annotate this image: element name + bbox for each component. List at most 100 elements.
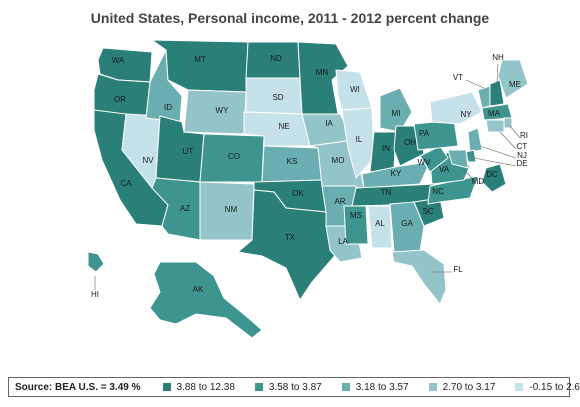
state-label-ms: MS xyxy=(350,211,362,220)
state-label-in: IN xyxy=(382,144,390,153)
state-label-ri: RI xyxy=(520,131,528,140)
state-ct[interactable] xyxy=(485,119,505,133)
state-label-id: ID xyxy=(164,103,172,112)
state-label-md: MD xyxy=(472,177,485,186)
state-label-sd: SD xyxy=(272,93,283,102)
legend-items: 3.88 to 12.38 3.58 to 3.87 3.18 to 3.57 2.7… xyxy=(162,381,580,393)
state-label-mo: MO xyxy=(332,156,345,165)
leader-line-ct xyxy=(499,131,517,150)
legend-item: 3.18 to 3.57 xyxy=(341,381,409,393)
state-dc[interactable] xyxy=(481,163,507,193)
leader-line-de xyxy=(473,157,517,167)
state-label-vt: VT xyxy=(453,73,463,82)
legend-label: 3.58 to 3.87 xyxy=(268,381,322,393)
legend-label: 3.18 to 3.57 xyxy=(355,381,409,393)
state-label-az: AZ xyxy=(180,204,190,213)
state-label-dc: DC xyxy=(486,170,498,179)
labels-layer: WA OR CA NV ID MT WY UT CO AZ NM ND SD NE KS OK TX MN IA MO… xyxy=(91,53,528,299)
state-ms[interactable] xyxy=(343,205,369,245)
state-label-al: AL xyxy=(375,219,385,228)
state-label-ar: AR xyxy=(334,197,345,206)
state-ak[interactable] xyxy=(149,261,263,339)
state-label-hi: HI xyxy=(91,290,99,299)
state-label-va: VA xyxy=(439,165,450,174)
state-label-ks: KS xyxy=(287,157,298,166)
state-label-mt: MT xyxy=(194,55,206,64)
leader-line-nj xyxy=(479,145,517,159)
state-me[interactable] xyxy=(497,59,529,99)
state-label-ia: IA xyxy=(325,119,333,128)
state-label-or: OR xyxy=(114,95,126,104)
state-label-nc: NC xyxy=(432,187,444,196)
state-al[interactable] xyxy=(367,205,393,249)
state-label-ga: GA xyxy=(401,219,413,228)
states-layer xyxy=(87,39,529,339)
state-label-ne: NE xyxy=(278,122,289,131)
state-label-tn: TN xyxy=(381,188,392,197)
state-label-co: CO xyxy=(228,152,240,161)
state-label-ny: NY xyxy=(460,110,472,119)
state-label-ok: OK xyxy=(292,189,304,198)
legend-swatch xyxy=(162,383,171,391)
legend-swatch xyxy=(515,383,524,391)
state-label-mi: MI xyxy=(392,109,401,118)
state-label-de: DE xyxy=(516,159,527,168)
leader-line-ri xyxy=(509,125,521,139)
legend-swatch xyxy=(254,383,263,391)
state-label-wa: WA xyxy=(112,56,125,65)
state-label-pa: PA xyxy=(419,129,430,138)
state-hi[interactable] xyxy=(87,251,105,273)
state-ny[interactable] xyxy=(429,91,483,125)
state-label-il: IL xyxy=(356,135,363,144)
state-mn[interactable] xyxy=(297,41,349,115)
legend-swatch xyxy=(341,383,350,391)
legend-source: Source: BEA U.S. = 3.49 % xyxy=(15,381,141,393)
state-vt[interactable] xyxy=(477,85,491,109)
state-label-ky: KY xyxy=(391,169,402,178)
legend-swatch xyxy=(428,383,437,391)
state-fl[interactable] xyxy=(391,249,447,305)
state-label-fl: FL xyxy=(453,265,463,274)
state-label-tx: TX xyxy=(285,233,296,242)
state-nh[interactable] xyxy=(489,79,505,107)
legend-item: 3.88 to 12.38 xyxy=(162,381,235,393)
legend-label: 2.70 to 3.17 xyxy=(442,381,496,393)
state-label-wv: WV xyxy=(418,158,432,167)
leader-line-nh xyxy=(496,63,499,83)
state-label-sc: SC xyxy=(422,207,433,216)
state-il[interactable] xyxy=(341,107,375,180)
state-label-ma: MA xyxy=(488,109,501,118)
state-label-wi: WI xyxy=(350,85,360,94)
state-nj[interactable] xyxy=(467,127,483,153)
state-wv[interactable] xyxy=(419,145,449,173)
legend: Source: BEA U.S. = 3.49 % 3.88 to 12.38 3… xyxy=(8,377,580,397)
state-tx[interactable] xyxy=(236,189,339,302)
state-label-me: ME xyxy=(509,80,521,89)
state-label-oh: OH xyxy=(404,138,416,147)
state-label-nv: NV xyxy=(142,156,154,165)
state-ga[interactable] xyxy=(389,201,425,253)
legend-label: -0.15 to 2.69 xyxy=(529,381,580,393)
leader-line-md xyxy=(461,167,477,183)
state-label-nj: NJ xyxy=(517,151,527,160)
legend-item: -0.15 to 2.69 xyxy=(515,382,580,393)
legend-item: 2.70 to 3.17 xyxy=(428,381,496,393)
state-label-ca: CA xyxy=(120,179,132,188)
state-nc[interactable] xyxy=(427,175,479,205)
state-label-ut: UT xyxy=(183,147,194,156)
state-label-nm: NM xyxy=(225,205,238,214)
legend-item: 3.58 to 3.87 xyxy=(254,381,322,393)
state-label-ak: AK xyxy=(193,285,204,294)
state-mi[interactable] xyxy=(379,87,413,133)
legend-label: 3.88 to 12.38 xyxy=(176,381,235,393)
state-label-mn: MN xyxy=(316,68,329,77)
map-title: United States, Personal income, 2011 - 2… xyxy=(90,10,490,26)
state-md[interactable] xyxy=(447,149,469,169)
state-ky[interactable] xyxy=(361,161,431,189)
state-label-ct: CT xyxy=(517,142,528,151)
state-label-nh: NH xyxy=(492,53,504,62)
state-label-wy: WY xyxy=(216,106,230,115)
state-label-la: LA xyxy=(338,237,348,246)
